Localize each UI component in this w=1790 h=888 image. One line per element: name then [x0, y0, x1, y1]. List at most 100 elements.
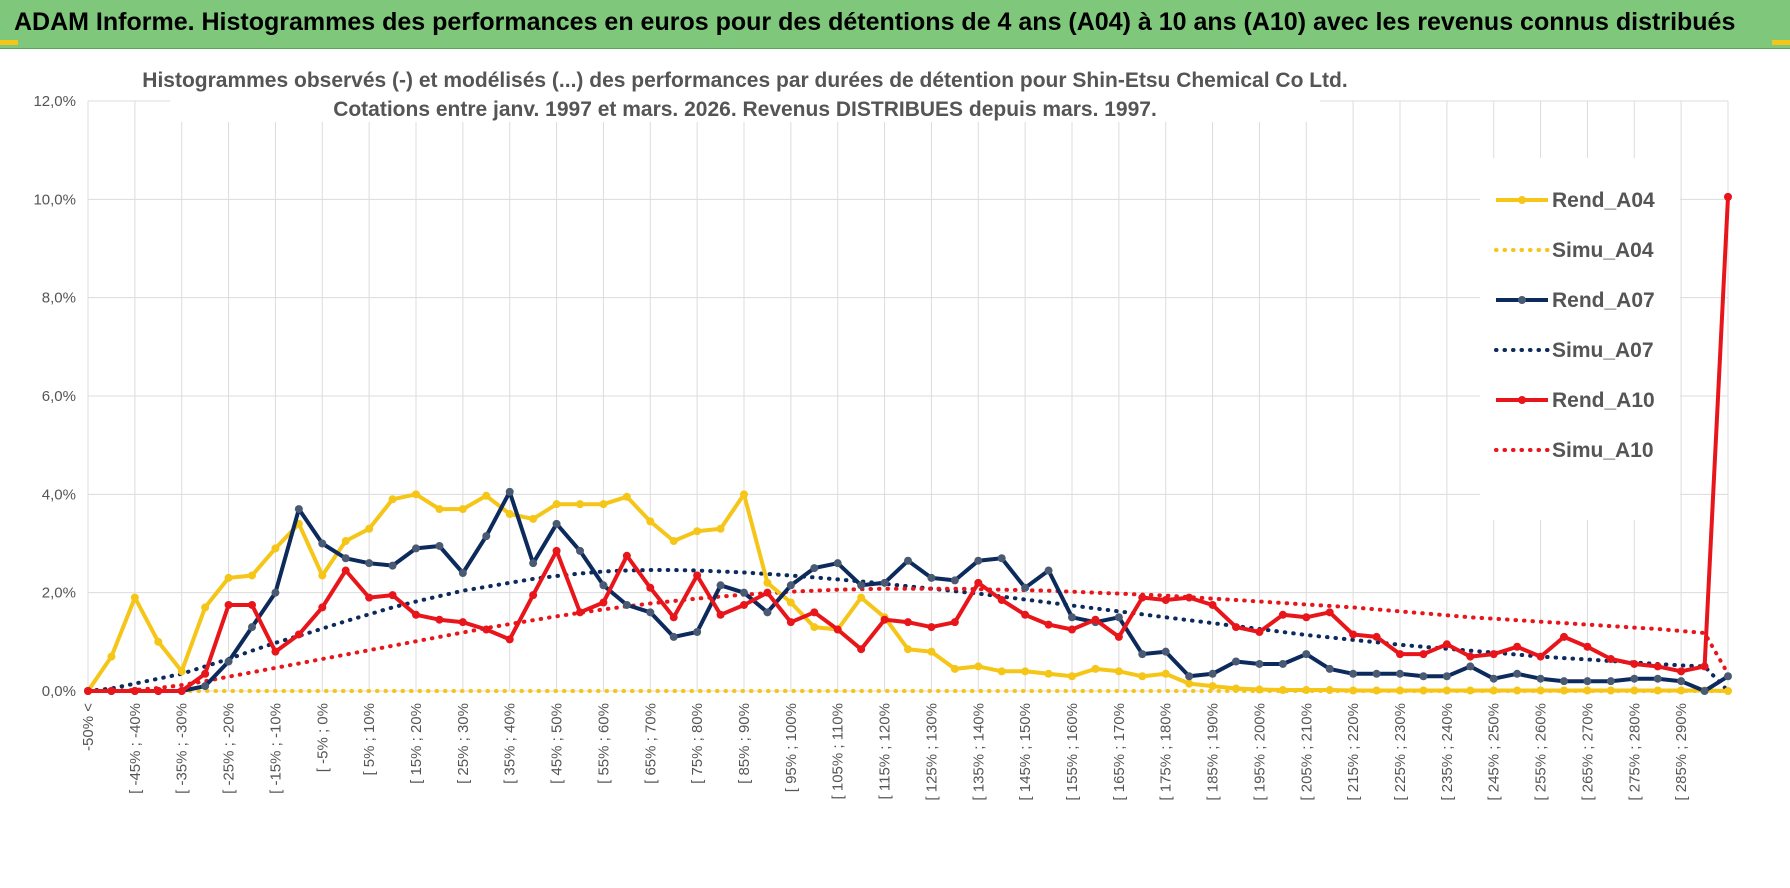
data-point	[810, 564, 819, 573]
x-tick-label: [ 215% ; 220%	[1345, 703, 1362, 801]
data-point	[1419, 650, 1428, 659]
legend-entry: Simu_A07	[1494, 339, 1654, 362]
data-point	[857, 593, 866, 602]
data-point	[1700, 662, 1709, 671]
data-point	[1091, 615, 1100, 624]
x-tick-label: [ 145% ; 150%	[1017, 703, 1034, 801]
x-tick-label: [ 65% ; 70%	[642, 703, 659, 784]
data-point	[740, 490, 748, 499]
legend-entry: Rend_A10	[1496, 389, 1655, 412]
line-chart: Histogrammes observés (-) et modélisés (…	[33, 60, 1732, 801]
x-tick-label: [ 25% ; 30%	[455, 703, 472, 784]
data-point	[1606, 655, 1615, 664]
data-point	[1044, 620, 1053, 629]
data-point	[786, 598, 795, 607]
data-point	[1372, 669, 1381, 678]
data-point	[880, 578, 889, 587]
data-point	[552, 519, 561, 528]
data-point	[1396, 650, 1404, 659]
x-tick-label: [ 235% ; 240%	[1439, 703, 1456, 801]
data-point	[833, 625, 842, 634]
series-rend-a04	[84, 490, 1732, 695]
data-point	[1442, 686, 1451, 695]
data-point	[786, 618, 795, 627]
x-tick-label: -50% <	[80, 703, 97, 751]
data-point	[1325, 608, 1334, 617]
data-point	[1349, 686, 1358, 695]
data-point	[1630, 674, 1639, 683]
data-point	[201, 682, 210, 691]
data-point	[1466, 686, 1475, 695]
data-point	[1044, 566, 1053, 575]
data-point	[786, 581, 795, 590]
legend-background	[1480, 158, 1680, 520]
data-point	[365, 524, 374, 533]
x-tick-label: [ 175% ; 180%	[1158, 703, 1175, 801]
series-rend-a10	[84, 192, 1732, 695]
chart-title-background	[170, 60, 1320, 122]
data-point	[1442, 672, 1451, 681]
legend-marker	[1518, 396, 1526, 404]
data-point	[248, 600, 256, 609]
data-point	[1068, 672, 1076, 681]
data-point	[201, 669, 210, 678]
data-point	[1161, 647, 1170, 656]
data-point	[810, 623, 819, 632]
data-point	[318, 603, 327, 612]
x-tick-label: [ 205% ; 210%	[1298, 703, 1315, 801]
legend-label: Simu_A07	[1552, 339, 1654, 362]
data-point	[974, 662, 983, 671]
data-point	[1138, 593, 1147, 602]
series	[84, 192, 1732, 695]
data-point	[1232, 684, 1240, 693]
data-point	[669, 613, 678, 622]
data-point	[130, 687, 139, 695]
x-tick-label: [ -25% ; -20%	[221, 703, 238, 794]
data-point	[1349, 630, 1358, 639]
x-tick-label: [ -15% ; -10%	[267, 703, 284, 794]
data-point	[365, 559, 374, 568]
x-tick-label: [ 125% ; 130%	[923, 703, 940, 801]
data-point	[950, 576, 959, 585]
x-tick-label: [ 155% ; 160%	[1064, 703, 1081, 801]
x-tick-label: [ 95% ; 100%	[783, 703, 800, 792]
corner-mark-left	[0, 40, 18, 45]
data-point	[1091, 664, 1100, 673]
data-point	[1208, 669, 1217, 678]
data-point	[1232, 657, 1240, 666]
data-point	[1325, 664, 1334, 673]
data-point	[271, 647, 280, 656]
data-point	[1302, 650, 1311, 659]
data-point	[1700, 687, 1709, 695]
data-point	[388, 495, 397, 504]
data-point	[505, 635, 514, 644]
data-point	[1396, 686, 1404, 695]
data-point	[107, 687, 116, 695]
data-point	[318, 539, 327, 548]
x-tick-label: [ 285% ; 290%	[1673, 703, 1690, 801]
data-point	[1302, 613, 1311, 622]
data-point	[669, 632, 678, 641]
data-point	[1653, 662, 1662, 671]
data-point	[1185, 593, 1194, 602]
data-point	[904, 618, 912, 627]
data-point	[763, 588, 772, 597]
data-point	[1536, 674, 1545, 683]
data-point	[974, 556, 983, 565]
y-tick-label: 12,0%	[33, 93, 76, 110]
data-point	[622, 492, 631, 501]
data-point	[1325, 686, 1334, 695]
data-point	[740, 600, 748, 609]
data-point	[341, 554, 350, 563]
data-point	[341, 537, 350, 546]
legend-label: Rend_A04	[1552, 189, 1655, 212]
data-point	[716, 581, 725, 590]
data-point	[693, 628, 702, 636]
data-point	[1372, 632, 1381, 641]
data-point	[1653, 674, 1662, 683]
data-point	[927, 573, 936, 582]
data-point	[1724, 192, 1732, 201]
data-point	[904, 645, 912, 654]
data-point	[997, 596, 1006, 605]
data-point	[693, 527, 702, 536]
